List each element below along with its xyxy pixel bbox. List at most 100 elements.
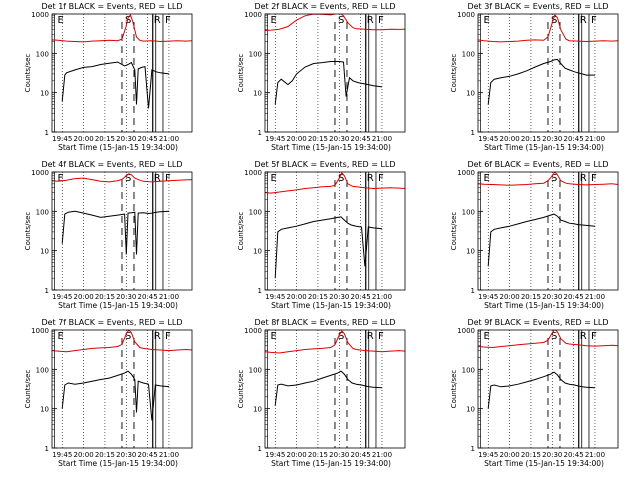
x-tick-label: 20:15 (308, 293, 328, 301)
y-tick-label: 10 (253, 90, 262, 98)
x-axis-label: Start Time (15-Jan-15 19:34:00) (484, 459, 604, 468)
plot-frame (264, 329, 406, 449)
y-tick-label: 10 (40, 248, 49, 256)
x-tick-label: 20:30 (542, 293, 562, 301)
marker-label-f: F (378, 331, 384, 342)
y-tick-label: 100 (462, 366, 475, 374)
x-tick-label: 21:00 (159, 293, 179, 301)
y-tick-label: 10 (40, 90, 49, 98)
y-tick-label: 1 (258, 445, 262, 453)
marker-label-r: R (367, 331, 374, 342)
x-tick-label: 19:45 (478, 451, 498, 459)
marker-label-r: R (154, 331, 161, 342)
x-tick-label: 20:45 (564, 293, 584, 301)
x-axis-label: Start Time (15-Jan-15 19:34:00) (484, 143, 604, 152)
y-tick-label: 10 (253, 248, 262, 256)
panel-title: Det 4f BLACK = Events, RED = LLD (41, 160, 182, 169)
marker-label-e: E (58, 331, 64, 342)
x-tick-label: 19:45 (265, 451, 285, 459)
x-tick-label: 20:15 (308, 135, 328, 143)
marker-label-r: R (367, 15, 374, 26)
x-tick-label: 20:45 (138, 451, 158, 459)
x-tick-label: 20:15 (308, 451, 328, 459)
marker-label-s: S (125, 173, 131, 184)
x-axis-label: Start Time (15-Jan-15 19:34:00) (58, 459, 178, 468)
y-tick-label: 1000 (31, 327, 49, 335)
marker-label-e: E (271, 15, 277, 26)
detector-panel: Det 6f BLACK = Events, RED = LLD E S R F 1 10 1… (450, 160, 619, 310)
marker-label-s: S (338, 15, 344, 26)
marker-label-f: F (591, 173, 597, 184)
x-tick-label: 20:00 (73, 293, 93, 301)
x-axis-label: Start Time (15-Jan-15 19:34:00) (484, 301, 604, 310)
marker-label-f: F (378, 173, 384, 184)
x-tick-label: 20:30 (116, 451, 136, 459)
y-tick-label: 100 (249, 208, 262, 216)
series-events-line (487, 371, 596, 409)
series-events-line (274, 61, 383, 105)
x-tick-label: 21:00 (372, 293, 392, 301)
y-tick-label: 100 (36, 208, 49, 216)
x-tick-label: 20:00 (499, 451, 519, 459)
y-tick-label: 10 (40, 406, 49, 414)
x-tick-label: 20:30 (116, 135, 136, 143)
x-tick-label: 20:00 (73, 135, 93, 143)
marker-label-f: F (165, 331, 171, 342)
y-axis-label: Counts/sec (450, 370, 458, 409)
detector-panel: Det 1f BLACK = Events, RED = LLD E S R F 1 10 1… (24, 2, 193, 152)
y-tick-label: 1 (45, 287, 49, 295)
x-tick-label: 20:45 (138, 135, 158, 143)
x-tick-label: 20:45 (138, 293, 158, 301)
y-tick-label: 1 (45, 445, 49, 453)
series-lld-line (478, 14, 618, 43)
x-tick-label: 21:00 (159, 451, 179, 459)
y-tick-label: 100 (249, 366, 262, 374)
series-lld-line (265, 330, 405, 354)
detector-panel: Det 4f BLACK = Events, RED = LLD E S R F 1 10 1… (24, 160, 193, 310)
marker-label-f: F (378, 15, 384, 26)
x-tick-label: 20:30 (116, 293, 136, 301)
marker-label-e: E (58, 15, 64, 26)
x-tick-label: 21:00 (372, 135, 392, 143)
x-tick-label: 20:30 (542, 135, 562, 143)
detector-panel: Det 9f BLACK = Events, RED = LLD E S R F 1 10 1… (450, 318, 619, 468)
series-lld-line (52, 14, 192, 43)
marker-label-e: E (271, 331, 277, 342)
y-tick-label: 1000 (244, 327, 262, 335)
panel-title: Det 6f BLACK = Events, RED = LLD (467, 160, 608, 169)
y-tick-label: 1000 (244, 11, 262, 19)
marker-label-r: R (154, 15, 161, 26)
panel-title: Det 9f BLACK = Events, RED = LLD (467, 318, 608, 327)
marker-label-r: R (580, 15, 587, 26)
y-tick-label: 100 (462, 208, 475, 216)
x-axis-label: Start Time (15-Jan-15 19:34:00) (58, 143, 178, 152)
panel-title: Det 1f BLACK = Events, RED = LLD (41, 2, 182, 11)
detector-panel: Det 2f BLACK = Events, RED = LLD E S R F 1 10 1… (237, 2, 406, 152)
plot-frame (264, 13, 406, 133)
series-events-line (274, 216, 383, 279)
y-tick-label: 100 (462, 50, 475, 58)
series-events-line (487, 58, 595, 105)
y-axis-label: Counts/sec (24, 54, 32, 93)
x-tick-label: 20:45 (351, 293, 371, 301)
x-tick-label: 20:15 (95, 135, 115, 143)
x-tick-label: 19:45 (478, 293, 498, 301)
y-tick-label: 100 (249, 50, 262, 58)
y-tick-label: 1000 (31, 11, 49, 19)
x-tick-label: 20:00 (286, 451, 306, 459)
x-tick-label: 20:15 (95, 451, 115, 459)
panel-title: Det 7f BLACK = Events, RED = LLD (41, 318, 182, 327)
x-tick-label: 20:00 (73, 451, 93, 459)
detector-panel: Det 5f BLACK = Events, RED = LLD E S R F 1 10 1… (237, 160, 406, 310)
marker-label-f: F (591, 331, 597, 342)
y-tick-label: 10 (466, 248, 475, 256)
x-tick-label: 21:00 (585, 451, 605, 459)
y-tick-label: 100 (36, 50, 49, 58)
x-tick-label: 20:30 (542, 451, 562, 459)
x-tick-label: 19:45 (478, 135, 498, 143)
series-lld-line (52, 330, 192, 353)
plot-frame (51, 329, 193, 449)
marker-label-e: E (271, 173, 277, 184)
